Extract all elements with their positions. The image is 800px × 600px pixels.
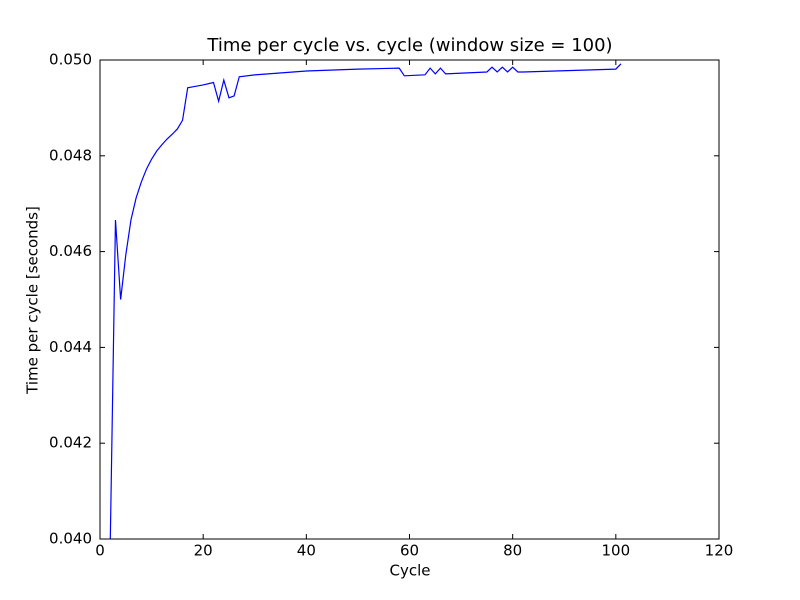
- x-tick-label: 20: [194, 542, 213, 560]
- chart-title: Time per cycle vs. cycle (window size = …: [206, 35, 612, 56]
- y-tick-label: 0.040: [49, 530, 92, 548]
- x-tick-label: 40: [297, 542, 316, 560]
- plot-area: [109, 63, 622, 539]
- y-axis-label: Time per cycle [seconds]: [24, 206, 42, 395]
- x-tick-label: 0: [95, 542, 105, 560]
- y-tick-label: 0.042: [49, 434, 92, 452]
- y-tick-label: 0.044: [49, 338, 92, 356]
- y-tick-label: 0.048: [49, 146, 92, 164]
- data-line: [109, 63, 622, 539]
- x-axis-label: Cycle: [390, 562, 431, 580]
- y-tick-label: 0.046: [49, 242, 92, 260]
- x-tick-label: 100: [602, 542, 631, 560]
- y-tick-label: 0.050: [49, 51, 92, 69]
- x-tick-label: 80: [503, 542, 522, 560]
- x-tick-label: 120: [705, 542, 734, 560]
- x-tick-label: 60: [400, 542, 419, 560]
